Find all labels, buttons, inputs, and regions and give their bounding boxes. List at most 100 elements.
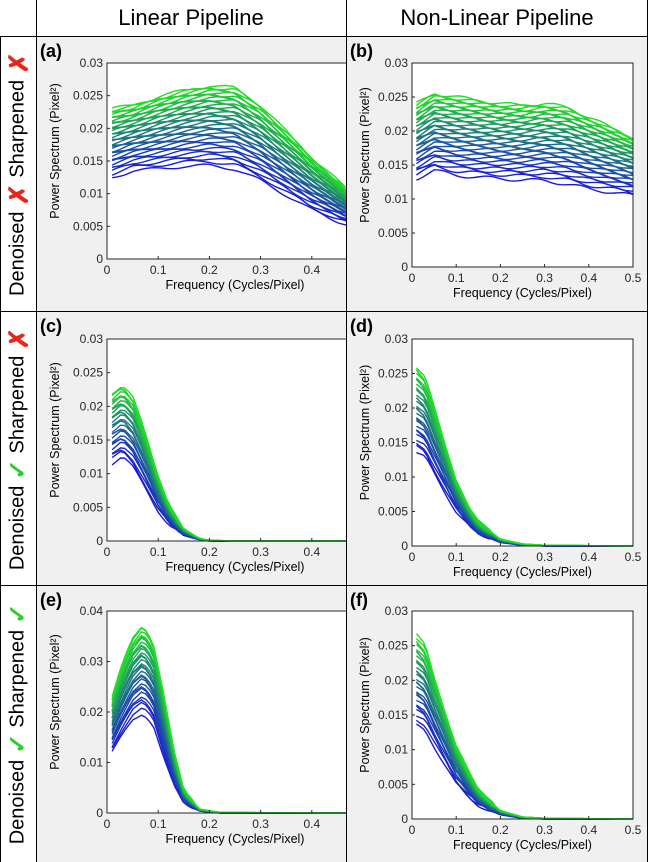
column-header-nonlinear: Non-Linear Pipeline — [400, 5, 594, 30]
y-axis-label: Power Spectrum (Pixel²) — [358, 365, 372, 500]
series-line — [416, 94, 634, 140]
y-tick-label: 0.025 — [378, 639, 408, 653]
panel-label: (c) — [40, 316, 62, 336]
y-tick-label: 0.025 — [73, 89, 103, 103]
series-line — [416, 155, 634, 187]
y-tick-label: 0.005 — [378, 226, 408, 240]
x-tick-label: 0 — [409, 550, 416, 564]
y-tick-label: 0.02 — [80, 399, 104, 413]
panel-b: 0 0.1 0.2 0.3 0.4 0.5 0 0.005 0.01 0.015 0.02 0.025… — [347, 37, 647, 311]
sharpened-label: Sharpened — [6, 355, 29, 454]
row-label-3: Denoised ✓ Sharpened ✓ — [0, 586, 36, 862]
denoised-label: Denoised — [6, 759, 29, 845]
x-tick-label: 0.2 — [201, 263, 218, 277]
y-tick-label: 0.03 — [80, 655, 104, 669]
panel-label: (a) — [40, 41, 62, 61]
plot-area — [412, 611, 633, 819]
y-tick-label: 0.025 — [378, 367, 408, 381]
x-axis-label: Frequency (Cycles/Pixel) — [453, 838, 592, 852]
y-tick-label: 0.005 — [73, 500, 103, 514]
x-tick-label: 0.2 — [492, 271, 509, 285]
y-axis-label: Power Spectrum (Pixel²) — [48, 83, 62, 218]
y-tick-label: 0.015 — [73, 154, 103, 168]
y-tick-label: 0.015 — [378, 158, 408, 172]
y-tick-label: 0.04 — [80, 604, 104, 618]
x-tick-label: 0.3 — [252, 545, 269, 559]
y-tick-label: 0 — [401, 539, 408, 553]
x-tick-label: 0 — [409, 823, 416, 837]
table-border — [0, 36, 648, 37]
x-tick-label: 0.3 — [252, 817, 269, 831]
cross-icon: ✗ — [3, 52, 33, 74]
checkmark-icon: ✓ — [4, 603, 31, 624]
x-axis-label: Frequency (Cycles/Pixel) — [166, 278, 305, 292]
x-tick-label: 0.1 — [150, 545, 167, 559]
x-axis-label: Frequency (Cycles/Pixel) — [453, 565, 592, 579]
y-tick-label: 0.02 — [385, 401, 409, 415]
sharpened-label: Sharpened — [6, 629, 29, 728]
y-tick-label: 0.02 — [80, 705, 104, 719]
series-line — [416, 146, 634, 181]
x-tick-label: 0.2 — [492, 550, 509, 564]
checkmark-icon: ✓ — [4, 733, 31, 754]
series-line — [416, 168, 634, 196]
y-tick-label: 0 — [96, 252, 103, 266]
chart-e: 00.10.20.30.40.500.010.020.030.04Frequen… — [40, 590, 346, 846]
panel-label: (b) — [350, 41, 373, 61]
y-tick-label: 0.01 — [385, 470, 409, 484]
x-tick-label: 0 — [104, 263, 111, 277]
x-axis-label: Frequency (Cycles/Pixel) — [166, 560, 305, 574]
y-tick-label: 0 — [96, 534, 103, 548]
x-tick-label: 0 — [409, 271, 416, 285]
y-tick-label: 0.02 — [80, 121, 104, 135]
y-tick-label: 0 — [96, 806, 103, 820]
y-tick-label: 0.025 — [378, 90, 408, 104]
x-tick-label: 0.2 — [201, 817, 218, 831]
panel-label: (e) — [40, 590, 62, 610]
series-line — [111, 133, 346, 210]
panel-label: (f) — [350, 590, 368, 610]
plot-area — [107, 611, 346, 813]
table-border — [647, 0, 648, 862]
y-tick-label: 0.015 — [378, 708, 408, 722]
y-tick-label: 0.01 — [80, 756, 104, 770]
x-axis-label: Frequency (Cycles/Pixel) — [166, 832, 305, 846]
y-tick-label: 0.005 — [73, 219, 103, 233]
x-tick-label: 0.3 — [536, 271, 553, 285]
x-tick-label: 0.1 — [448, 823, 465, 837]
x-tick-label: 0.4 — [580, 550, 597, 564]
x-tick-label: 0.5 — [625, 550, 642, 564]
y-tick-label: 0 — [401, 260, 408, 274]
y-tick-label: 0.03 — [385, 332, 409, 346]
denoised-label: Denoised — [6, 485, 29, 570]
checkmark-icon: ✓ — [4, 459, 31, 480]
panel-a: 00.10.20.30.40.500.0050.010.0150.020.025… — [37, 37, 346, 311]
x-tick-label: 0.1 — [448, 271, 465, 285]
panel-label: (d) — [350, 316, 373, 336]
table-border — [36, 0, 37, 862]
x-tick-label: 0.5 — [625, 823, 642, 837]
x-tick-label: 0.4 — [580, 823, 597, 837]
column-header-linear: Linear Pipeline — [118, 5, 264, 30]
series-line — [111, 87, 346, 189]
plot-area — [412, 339, 633, 546]
x-tick-label: 0.5 — [625, 271, 642, 285]
series-line — [111, 84, 346, 189]
y-tick-label: 0.03 — [385, 56, 409, 70]
y-tick-label: 0.01 — [80, 467, 104, 481]
x-tick-label: 0.3 — [536, 550, 553, 564]
table-border — [0, 311, 648, 312]
series-line — [416, 138, 634, 174]
y-tick-label: 0 — [401, 812, 408, 826]
chart-f: 0 0.1 0.2 0.3 0.4 0.5 0 0.005 0.01 0.015 0.02 0.025… — [350, 590, 642, 852]
y-tick-label: 0.03 — [385, 604, 409, 618]
x-tick-label: 0 — [104, 545, 111, 559]
y-tick-label: 0.02 — [385, 673, 409, 687]
x-tick-label: 0.1 — [448, 550, 465, 564]
y-tick-label: 0.015 — [73, 433, 103, 447]
x-tick-label: 0.4 — [303, 817, 320, 831]
y-tick-label: 0.005 — [378, 505, 408, 519]
x-axis-label: Frequency (Cycles/Pixel) — [453, 286, 592, 300]
x-tick-label: 0.2 — [201, 545, 218, 559]
